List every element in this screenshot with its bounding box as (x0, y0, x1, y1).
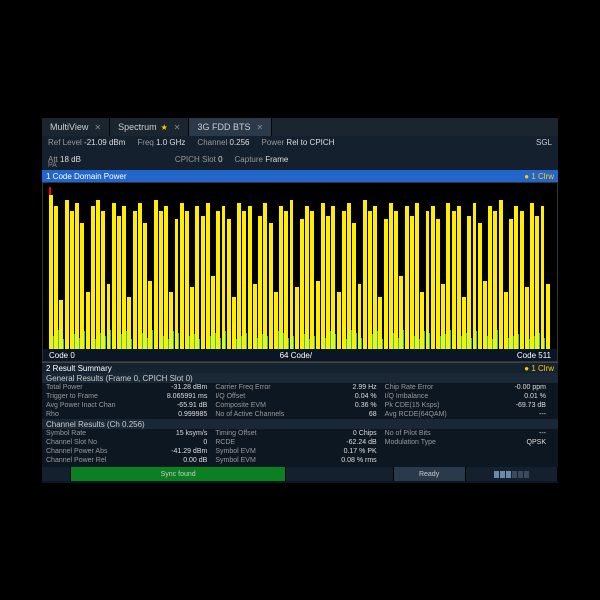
close-icon[interactable]: ✕ (94, 123, 101, 132)
tab-spectrum[interactable]: Spectrum ★ ✕ (110, 118, 189, 136)
channel-results-title: Channel Results (Ch 0.256) (42, 419, 558, 429)
chart-header: 1 Code Domain Power ● 1 Clrw (42, 170, 558, 182)
param-reflevel: Ref Level -21.09 dBm (48, 138, 129, 147)
x-right: Code 511 (517, 351, 551, 360)
param-bar: Ref Level -21.09 dBm Freq 1.0 GHz Channe… (42, 136, 558, 162)
result-row: Avg Power Inact Chan-65.91 dBComposite E… (42, 401, 558, 410)
summary-title: 2 Result Summary (46, 364, 112, 373)
x-mid: 64 Code/ (280, 351, 312, 360)
tab-label: MultiView (50, 122, 88, 132)
param-row2: Att 18 dB CPICH Slot 0 Capture Frame (48, 155, 552, 164)
general-results-table: Total Power-31.28 dBmCarrier Freq Error2… (42, 383, 558, 419)
tab-label: Spectrum (118, 122, 157, 132)
bars-container (49, 187, 551, 349)
result-row: Rho0.999985No of Active Channels68Avg RC… (42, 410, 558, 419)
x-axis: Code 0 64 Code/ Code 511 (43, 349, 557, 361)
param-freq: Freq 1.0 GHz (137, 138, 189, 147)
analyzer-screen: MultiView ✕ Spectrum ★ ✕ 3G FDD BTS ✕ Re… (42, 118, 558, 483)
chart-marker: ● 1 Clrw (524, 172, 554, 181)
result-summary-header: 2 Result Summary ● 1 Clrw (42, 362, 558, 373)
chart-title: 1 Code Domain Power (46, 172, 126, 181)
param-channel: Channel 0.256 (197, 138, 253, 147)
param-capture: Capture Frame (235, 155, 293, 164)
summary-marker: ● 1 Clrw (524, 364, 554, 373)
date-status (286, 467, 394, 481)
close-icon[interactable]: ✕ (256, 123, 263, 132)
sgl-indicator: SGL (536, 138, 552, 147)
result-row: Channel Power Rel0.00 dBSymbol EVM0.08 %… (42, 456, 558, 465)
result-row: Trigger to Frame8.065991 msI/Q Offset0.0… (42, 392, 558, 401)
channel-results-table: Symbol Rate15 ksym/sTiming Offset0 Chips… (42, 429, 558, 465)
status-left (42, 467, 71, 481)
param-cpich: CPICH Slot 0 (175, 155, 227, 164)
param-power: Power Rel to CPICH (262, 138, 339, 147)
code-domain-chart[interactable]: Code 0 64 Code/ Code 511 (42, 182, 558, 362)
tab-bar: MultiView ✕ Spectrum ★ ✕ 3G FDD BTS ✕ (42, 118, 558, 136)
x-left: Code 0 (49, 351, 75, 360)
sync-status: Sync found (71, 467, 285, 481)
star-icon: ★ (161, 123, 168, 132)
result-row: Total Power-31.28 dBmCarrier Freq Error2… (42, 383, 558, 392)
ready-status: Ready (394, 467, 466, 481)
general-results-title: General Results (Frame 0, CPICH Slot 0) (42, 373, 558, 383)
tab-3gfdd[interactable]: 3G FDD BTS ✕ (189, 118, 272, 136)
close-icon[interactable]: ✕ (174, 123, 181, 132)
progress-indicator (466, 467, 558, 481)
result-row: Channel Power Abs-41.29 dBmSymbol EVM0.1… (42, 447, 558, 456)
statusbar: Sync found Ready (42, 467, 558, 481)
tab-label: 3G FDD BTS (197, 122, 250, 132)
result-row: Channel Slot No0RCDE-62.24 dBModulation … (42, 438, 558, 447)
result-row: Symbol Rate15 ksym/sTiming Offset0 Chips… (42, 429, 558, 438)
tab-multiview[interactable]: MultiView ✕ (42, 118, 110, 136)
